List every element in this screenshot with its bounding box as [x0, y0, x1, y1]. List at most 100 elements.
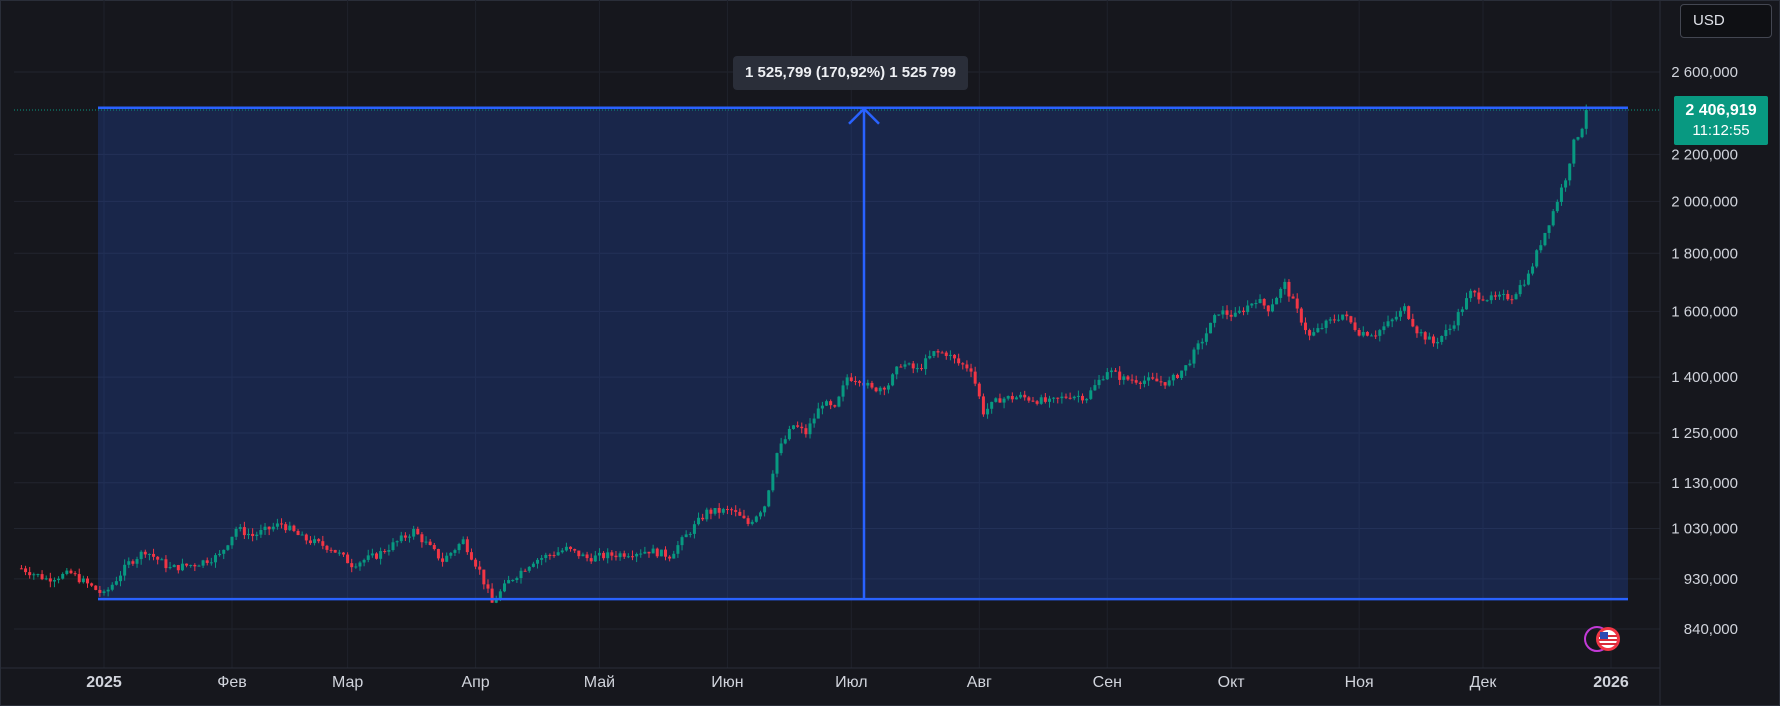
candle-body	[147, 553, 151, 555]
candle-body	[585, 554, 589, 559]
candle-body	[833, 405, 837, 407]
candle-body	[57, 578, 61, 581]
candle-body	[961, 363, 965, 365]
candle-body	[28, 572, 32, 576]
candle-body	[494, 599, 498, 603]
y-tick-label: 840,000	[1684, 621, 1738, 638]
candle-body	[1076, 395, 1080, 397]
x-tick-label: Сен	[1093, 674, 1122, 691]
candle-body	[1535, 250, 1539, 267]
candle-body	[730, 509, 734, 511]
candle-body	[907, 363, 911, 365]
measure-label: 1 525,799 (170,92%) 1 525 799	[733, 56, 969, 90]
candle-body	[1469, 290, 1473, 299]
candle-body	[1031, 400, 1035, 402]
candle-body	[1163, 382, 1167, 386]
candle-body	[767, 490, 771, 507]
candle-body	[932, 351, 936, 356]
candle-body	[1014, 397, 1018, 400]
candle-body	[354, 566, 358, 568]
candle-body	[1002, 398, 1006, 403]
candle-body	[213, 555, 217, 563]
candle-body	[1555, 201, 1559, 212]
candle-body	[519, 570, 523, 579]
candle-body	[280, 523, 284, 525]
candle-body	[618, 553, 622, 558]
candle-body	[168, 567, 172, 569]
candle-body	[1572, 139, 1576, 164]
y-tick-label: 1 800,000	[1671, 245, 1738, 262]
candle-body	[825, 401, 829, 406]
currency-button[interactable]: USD	[1680, 4, 1772, 38]
candle-body	[185, 563, 189, 566]
x-tick-label: 2026	[1593, 674, 1629, 691]
candle-body	[333, 549, 337, 553]
candle-body	[1229, 314, 1233, 317]
candle-body	[1361, 332, 1365, 336]
candle-body	[668, 556, 672, 559]
candle-body	[709, 509, 713, 514]
candle-body	[1531, 266, 1535, 274]
candle-body	[928, 355, 932, 359]
candle-body	[502, 583, 506, 592]
candle-body	[391, 542, 395, 551]
candle-body	[52, 580, 56, 582]
candle-body	[498, 591, 502, 600]
candle-body	[341, 552, 345, 555]
candle-body	[1200, 341, 1204, 344]
candle-body	[1324, 320, 1328, 328]
candle-body	[81, 578, 85, 583]
candle-body	[32, 574, 36, 576]
candle-body	[981, 396, 985, 415]
candle-body	[1547, 225, 1551, 233]
candle-body	[779, 443, 783, 454]
candle-body	[288, 525, 292, 531]
candle-body	[1266, 305, 1270, 312]
candle-body	[1167, 380, 1171, 386]
candle-body	[1431, 336, 1435, 344]
candle-body	[1481, 299, 1485, 301]
candle-body	[1444, 330, 1448, 336]
candle-body	[1180, 370, 1184, 378]
candle-body	[432, 545, 436, 550]
candle-body	[1060, 396, 1064, 399]
last-price-value: 2 406,919	[1685, 102, 1757, 119]
candle-body	[424, 541, 428, 543]
candle-body	[1559, 187, 1563, 202]
candle-body	[209, 562, 213, 564]
candle-body	[1056, 397, 1060, 399]
grid	[0, 0, 1661, 706]
candle-body	[684, 534, 688, 538]
candle-body	[474, 559, 478, 567]
us-flag-icon[interactable]	[1583, 624, 1623, 654]
candle-body	[511, 580, 515, 582]
candle-body	[771, 473, 775, 491]
candle-body	[445, 555, 449, 562]
y-tick-label: 1 130,000	[1671, 475, 1738, 492]
candle-body	[936, 351, 940, 353]
candle-body	[515, 578, 519, 581]
candle-body	[1436, 341, 1440, 344]
candle-body	[1374, 335, 1378, 337]
candle-body	[536, 559, 540, 564]
candle-body	[507, 580, 511, 584]
candle-body	[197, 565, 201, 567]
x-tick-label: Апр	[461, 674, 489, 691]
candle-body	[1493, 295, 1497, 297]
candle-body	[1287, 281, 1291, 297]
candle-body	[556, 552, 560, 556]
candle-body	[548, 554, 552, 556]
candle-body	[560, 550, 564, 553]
candle-body	[1109, 370, 1113, 373]
candle-body	[1299, 308, 1303, 323]
candle-body	[441, 558, 445, 562]
candle-body	[1242, 310, 1246, 313]
last-price-tag: 2 406,919 11:12:55	[1674, 96, 1768, 145]
candle-body	[469, 552, 473, 560]
candle-body	[152, 553, 156, 557]
candle-body	[1353, 322, 1357, 330]
candle-body	[1122, 376, 1126, 380]
candle-body	[1089, 390, 1093, 399]
candle-body	[787, 428, 791, 440]
